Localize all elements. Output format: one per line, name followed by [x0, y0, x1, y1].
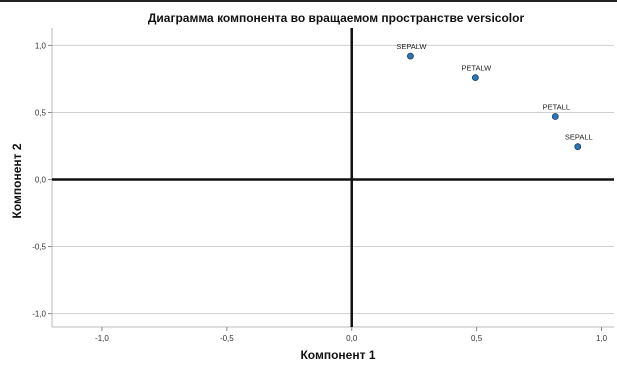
y-tick-label-3: -0,5: [32, 243, 46, 252]
y-axis-label: Компонент 2: [10, 143, 24, 218]
data-label-sepalw: SEPALW: [396, 42, 427, 51]
data-point-petall: [551, 113, 559, 120]
x-axis-label: Компонент 1: [300, 348, 375, 362]
axes: [51, 28, 614, 328]
x-tick-label-1: -0,5: [220, 334, 234, 343]
x-tick-label-2: 0,0: [346, 334, 358, 343]
data-label-petalw: PETALW: [462, 64, 493, 73]
y-tick-label-2: 0,0: [35, 176, 47, 185]
data-point-petalw: [471, 74, 479, 82]
data-point-sepall: [574, 143, 582, 151]
x-tick-label-3: 0,5: [471, 334, 483, 343]
y-tick-label-0: 1,0: [35, 41, 47, 50]
y-tick-label-4: -1,0: [32, 310, 46, 319]
x-tick-label-4: 1,0: [596, 334, 608, 343]
gridlines: [52, 44, 614, 315]
data-label-sepall: SEPALL: [565, 133, 593, 142]
tick-labels: 1,0 0,5 0,0 -0,5 -1,0 -1,0 -0,5 0,0 0,5 1,0: [32, 41, 607, 343]
chart-title: Диаграмма компонента во вращаемом простр…: [148, 11, 525, 25]
data-label-petall: PETALL: [543, 102, 570, 111]
data-points: SEPALW PETALW PETALL SEPALL: [396, 42, 593, 151]
y-tick-label-1: 0,5: [35, 108, 47, 117]
top-rule: [0, 0, 617, 2]
x-tick-label-0: -1,0: [95, 334, 109, 343]
data-point-sepalw: [407, 52, 414, 60]
